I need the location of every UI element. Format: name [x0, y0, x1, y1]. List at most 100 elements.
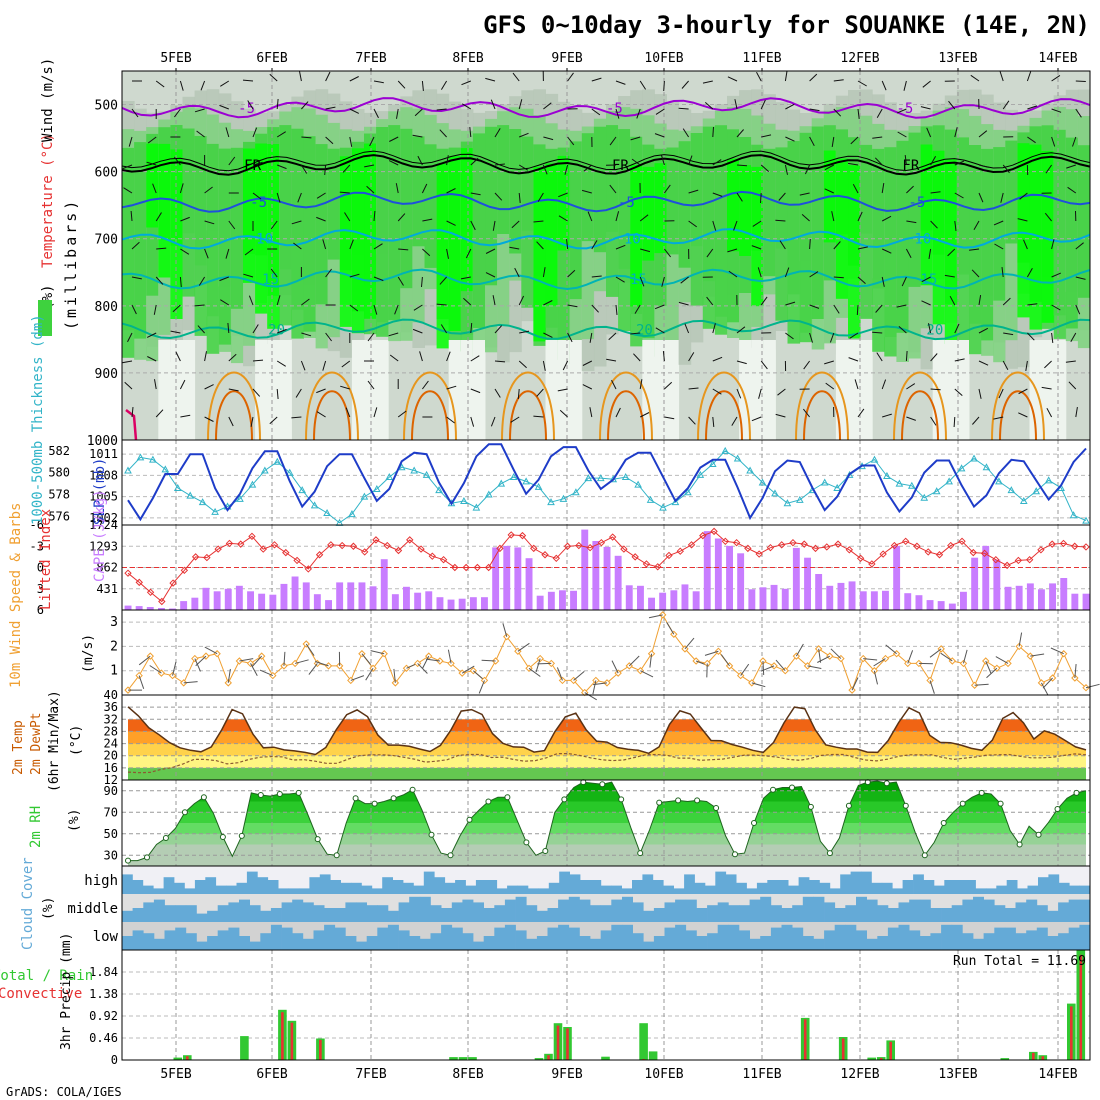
- rh-point: [807, 803, 814, 810]
- wind-barb: [373, 210, 376, 222]
- wind-barb: [704, 102, 714, 110]
- warm-contour: [999, 390, 1037, 441]
- wind-barb: [494, 325, 503, 334]
- wind-barb: [898, 326, 907, 334]
- cloud-cell: [419, 938, 431, 950]
- wind-barb: [1045, 164, 1053, 174]
- wind-barb: [875, 304, 883, 313]
- cloud-cell: [845, 924, 857, 950]
- rh-point: [921, 852, 928, 859]
- cloud-cell: [944, 880, 956, 894]
- y-tick-label: 50: [104, 827, 118, 841]
- cloud-cell: [802, 936, 814, 950]
- wind-barb: [183, 681, 198, 684]
- y-tick-label: 6: [37, 603, 44, 617]
- bottom-date-label: 7FEB: [355, 1067, 386, 1082]
- cloud-cell: [196, 941, 208, 950]
- wind-barb: [1042, 677, 1053, 689]
- slp-line: [127, 443, 1087, 522]
- wind-barb: [419, 351, 423, 362]
- cape-bar: [804, 557, 811, 610]
- lifted-point: [631, 553, 639, 561]
- rh2m-label: 2m RH: [28, 806, 44, 848]
- rh-point: [959, 800, 966, 807]
- rh-cell: [303, 136, 317, 332]
- lifted-point: [890, 541, 899, 550]
- thickness-point: [796, 495, 804, 503]
- thickness-point: [1007, 486, 1016, 494]
- wind-barb: [242, 79, 254, 82]
- thickness-point: [646, 495, 655, 503]
- wind-barb: [122, 360, 133, 364]
- wind-barb: [397, 410, 407, 418]
- wind-barb: [906, 416, 916, 421]
- cape-bar: [224, 588, 232, 610]
- wind-barb: [339, 191, 350, 194]
- wind-barb: [649, 653, 653, 668]
- wind-barb: [609, 136, 617, 146]
- thickness-point: [845, 470, 854, 478]
- lifted-point: [507, 531, 515, 539]
- precip-conv-bar: [889, 1041, 892, 1060]
- cloud-cell: [409, 896, 421, 922]
- cloud-cell: [861, 871, 872, 894]
- thickness-point: [136, 453, 145, 461]
- wind-barb: [173, 156, 181, 166]
- cloud-cell: [1015, 933, 1027, 950]
- wind-barb: [421, 655, 430, 669]
- wind-barb: [1041, 682, 1049, 696]
- wind-barb: [252, 192, 262, 200]
- wind-barb: [494, 192, 503, 201]
- cloud-cell: [351, 882, 362, 894]
- cloud-cell: [345, 902, 357, 922]
- wind-barb: [270, 268, 278, 278]
- wind-speed-point: [402, 664, 411, 672]
- wind-barb: [760, 164, 770, 172]
- isotherm-label: 20: [636, 322, 653, 338]
- cape-bar: [648, 597, 655, 610]
- wind-barb: [897, 131, 907, 138]
- wind-barb: [848, 162, 859, 166]
- y-tick-label: 431: [96, 582, 118, 596]
- rh-cell: [206, 143, 220, 354]
- cape-bar: [291, 576, 299, 610]
- rh-cell: [1077, 145, 1091, 298]
- isotherm-line: [121, 268, 1091, 291]
- wind-barb: [152, 183, 157, 194]
- cloud-cell: [330, 880, 341, 894]
- isotherm-label: FR: [902, 158, 919, 174]
- rh-cell: [569, 340, 583, 440]
- rh-cell: [848, 340, 861, 440]
- cloud-cell: [434, 877, 446, 894]
- cloud-cell: [590, 880, 602, 894]
- cloud-cell: [1004, 927, 1016, 950]
- cloud-cell: [483, 908, 495, 922]
- wind-barb: [124, 381, 133, 390]
- wind-barb: [155, 80, 165, 88]
- bottom-date-label: 12FEB: [840, 1067, 879, 1082]
- wind-barb: [1075, 407, 1078, 418]
- wind-barb: [291, 220, 302, 225]
- rh-cell: [727, 158, 740, 252]
- y-tick-label: 1000: [87, 434, 118, 449]
- wind-barb: [688, 220, 697, 228]
- cloud-cell: [569, 874, 581, 894]
- cape-bar: [882, 590, 889, 610]
- rh-cell: [218, 148, 232, 345]
- lifted-point: [744, 544, 752, 553]
- wind-barb: [340, 385, 350, 390]
- isotherm-line: [121, 318, 1091, 341]
- wind-speed-point: [814, 645, 823, 653]
- cape-bar: [492, 547, 500, 610]
- lifted-point: [462, 563, 470, 572]
- wind-barb: [517, 388, 520, 400]
- lifted-point: [811, 544, 820, 553]
- wind-barb: [664, 416, 675, 420]
- y-tick-label: 40: [104, 688, 118, 702]
- wind-barb: [512, 72, 520, 82]
- cloud-cell: [590, 938, 601, 950]
- wind-barb: [803, 360, 811, 370]
- wind-barb: [825, 382, 835, 390]
- wind-barb: [1017, 218, 1028, 222]
